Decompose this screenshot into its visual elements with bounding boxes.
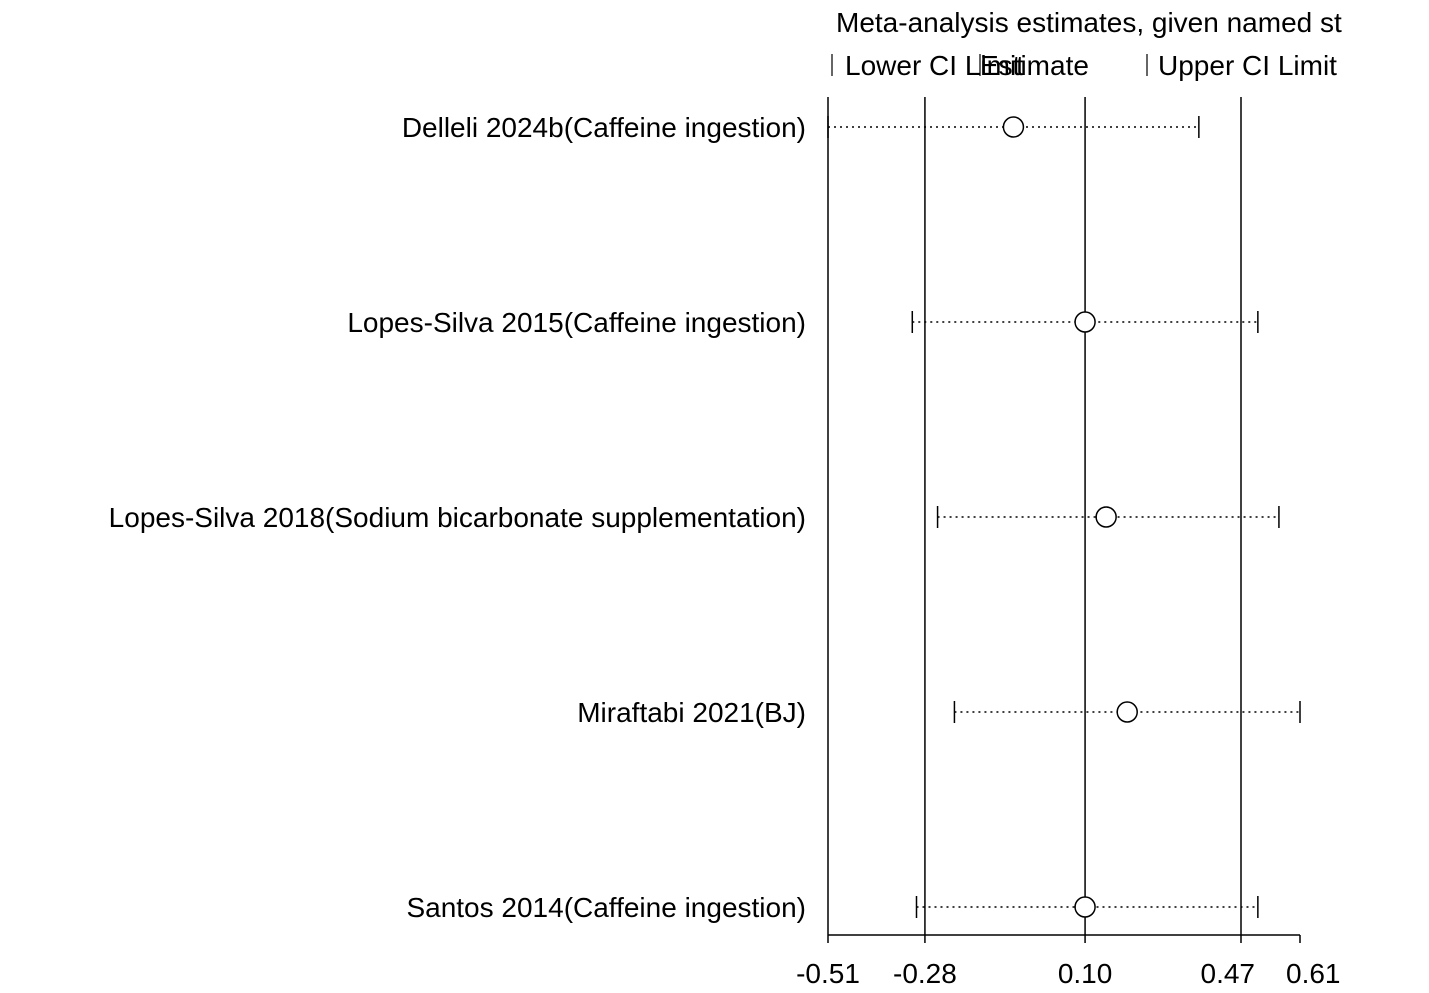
x-tick-label-3: 0.47 xyxy=(1201,958,1256,989)
x-tick-label-1: -0.28 xyxy=(893,958,957,989)
study-label: Delleli 2024b(Caffeine ingestion) xyxy=(402,112,806,143)
study-row: Santos 2014(Caffeine ingestion) xyxy=(406,892,1259,923)
study-label: Lopes-Silva 2015(Caffeine ingestion) xyxy=(347,307,806,338)
estimate-point xyxy=(1002,116,1025,138)
study-row: Miraftabi 2021(BJ) xyxy=(577,697,1301,728)
legend-label-1: Estimate xyxy=(980,50,1089,81)
study-label: Santos 2014(Caffeine ingestion) xyxy=(406,892,806,923)
study-row: Delleli 2024b(Caffeine ingestion) xyxy=(402,112,1200,143)
study-row: Lopes-Silva 2018(Sodium bicarbonate supp… xyxy=(109,502,1280,533)
x-tick-label-2: 0.10 xyxy=(1058,958,1113,989)
estimate-point xyxy=(1074,311,1096,333)
chart-title: Meta-analysis estimates, given named st xyxy=(836,7,1342,38)
reference-lines xyxy=(924,97,1242,935)
estimate-point xyxy=(1116,701,1138,723)
estimate-point xyxy=(1074,896,1096,918)
x-axis: -0.51 -0.28 0.10 0.47 0.61 xyxy=(796,97,1341,989)
study-row: Lopes-Silva 2015(Caffeine ingestion) xyxy=(347,307,1259,338)
study-label: Miraftabi 2021(BJ) xyxy=(577,697,806,728)
study-label: Lopes-Silva 2018(Sodium bicarbonate supp… xyxy=(109,502,806,533)
legend-label-2: Upper CI Limit xyxy=(1158,50,1337,81)
x-tick-label-4: 0.61 xyxy=(1286,958,1341,989)
legend-label-0: Lower CI Limit xyxy=(845,50,1024,81)
estimate-point xyxy=(1095,506,1117,528)
study-rows: Delleli 2024b(Caffeine ingestion) Lopes-S… xyxy=(109,112,1301,923)
x-tick-label-0: -0.51 xyxy=(796,958,860,989)
